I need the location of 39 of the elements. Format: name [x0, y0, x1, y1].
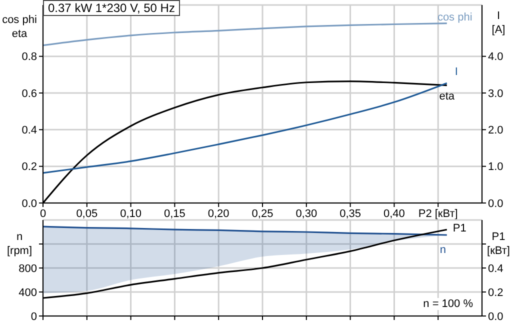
line-series	[43, 226, 448, 236]
y2-tick-label: 0.0	[488, 310, 504, 323]
y2-tick-label: 0.0	[488, 198, 504, 210]
y2-axis-title: I [A]	[490, 9, 506, 37]
x-tick-label: 0,10	[120, 208, 142, 220]
y-tick-label: 0.4	[22, 124, 37, 137]
x-tick-label: 0,25	[252, 208, 274, 220]
y2-tick-label: 3.0	[488, 88, 504, 100]
series-label: I	[454, 66, 458, 78]
y-tick-label: 800	[18, 262, 37, 275]
x-tick-label: 0,35	[340, 208, 362, 220]
y2-tick-label: 1.0	[488, 161, 504, 174]
y-axis-title: n [rpm]	[6, 230, 34, 258]
y2-tick-label: 0.2	[488, 286, 504, 299]
line-series	[43, 22, 448, 46]
x-tick-label: 0,15	[164, 208, 186, 220]
y2-tick-label: 0.4	[488, 262, 504, 275]
x-tick-label: 0,20	[208, 208, 230, 220]
y-tick-label: 0.2	[22, 161, 37, 174]
x-tick-label: 0,05	[76, 208, 98, 220]
y-tick-label: 0.8	[22, 51, 37, 64]
x-tick-label: 0,40	[383, 208, 405, 220]
series-label: eta	[439, 90, 456, 102]
chart-title: 0.37 kW 1*230 V, 50 Hz	[43, 0, 180, 16]
y2-axis-title: P1 [кВт]	[486, 230, 511, 258]
x-tick-label: 0,30	[296, 208, 318, 220]
x-tick-label: P2 [кВт]	[418, 208, 458, 220]
annotation: n = 100 %	[420, 298, 476, 310]
series-label: cos phi	[437, 11, 472, 24]
y-tick-label: 0.6	[22, 88, 37, 100]
y-axis-title: cos phi eta	[1, 13, 38, 41]
y2-tick-label: 4.0	[488, 51, 504, 64]
y-tick-label: 400	[18, 286, 37, 299]
y2-tick-label: 2.0	[488, 124, 504, 137]
x-tick-label: 0	[40, 208, 46, 220]
y-tick-label: 0	[30, 310, 37, 323]
series-label: P1	[452, 222, 466, 235]
y-tick-label: 0.0	[22, 198, 37, 210]
series-label: n	[440, 244, 446, 256]
